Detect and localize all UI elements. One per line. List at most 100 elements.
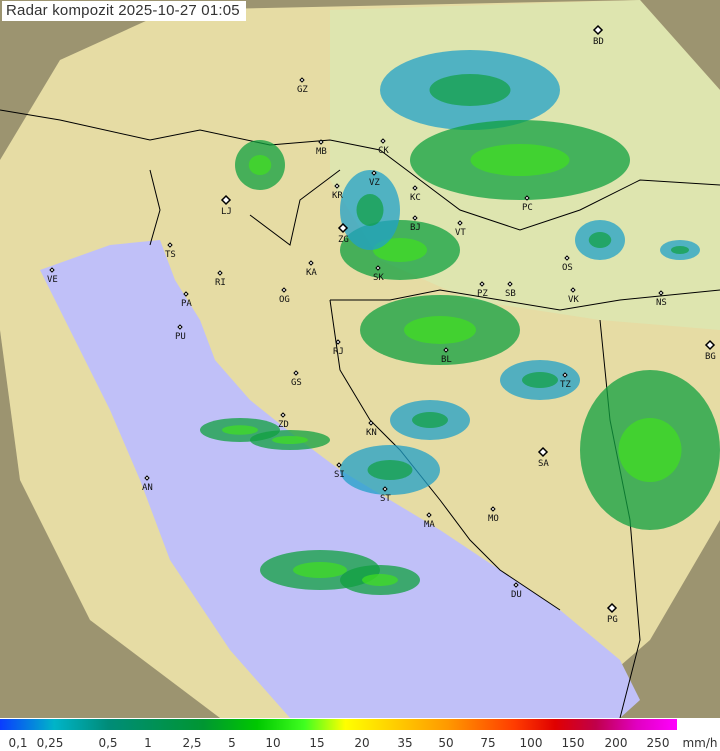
city-sb: SB <box>505 281 516 299</box>
city-marker-icon <box>382 486 388 492</box>
rain-core <box>367 460 413 480</box>
city-marker-icon <box>606 602 618 614</box>
city-marker-icon <box>562 372 568 378</box>
city-label: MB <box>316 147 327 157</box>
city-label: BG <box>705 352 716 362</box>
city-marker-icon <box>457 220 463 226</box>
city-label: MA <box>424 520 435 530</box>
city-marker-icon <box>308 260 314 266</box>
city-an: AN <box>142 475 153 493</box>
city-marker-icon <box>167 242 173 248</box>
city-label: KA <box>306 268 317 278</box>
city-rj: RJ <box>333 339 344 357</box>
city-marker-icon <box>144 475 150 481</box>
city-kc: KC <box>410 185 421 203</box>
legend-label: 1 <box>144 736 152 750</box>
city-label: OS <box>562 263 573 273</box>
rain-core <box>248 155 272 175</box>
city-marker-icon <box>375 265 381 271</box>
city-label: TS <box>165 250 176 260</box>
city-marker-icon <box>217 270 223 276</box>
city-mb: MB <box>316 139 327 157</box>
city-marker-icon <box>412 185 418 191</box>
rain-core <box>293 562 347 578</box>
city-marker-icon <box>177 324 183 330</box>
city-marker-icon <box>658 290 664 296</box>
city-lj: LJ <box>220 194 232 217</box>
city-marker-icon <box>507 281 513 287</box>
legend-label: 100 <box>519 736 543 750</box>
city-marker-icon <box>380 138 386 144</box>
country-borders <box>0 109 720 718</box>
city-mo: MO <box>488 506 499 524</box>
legend-label: 75 <box>480 736 496 750</box>
city-label: VE <box>47 275 58 285</box>
city-si: SI <box>334 462 345 480</box>
city-marker-icon <box>337 222 349 234</box>
city-marker-icon <box>334 183 340 189</box>
city-st: ST <box>380 486 391 504</box>
city-label: OG <box>279 295 290 305</box>
city-label: LJ <box>221 207 232 217</box>
city-label: KC <box>410 193 421 203</box>
city-marker-icon <box>537 446 549 458</box>
city-gs: GS <box>291 370 302 388</box>
city-label: NS <box>656 298 667 308</box>
legend-label: 250 <box>646 736 670 750</box>
city-marker-icon <box>293 370 299 376</box>
city-label: GZ <box>297 85 308 95</box>
city-bg: BG <box>704 339 716 362</box>
city-marker-icon <box>412 215 418 221</box>
rain-core <box>588 232 612 248</box>
legend-labels: 0,1 0,25 0,5 1 2,5 5 10 15 20 35 50 75 100 150 200 250 m… <box>0 736 720 751</box>
city-marker-icon <box>280 412 286 418</box>
city-pz: PZ <box>477 281 488 299</box>
city-marker-icon <box>368 420 374 426</box>
city-ns: NS <box>656 290 667 308</box>
city-bj: BJ <box>410 215 421 233</box>
radar-map[interactable]: GZ BD MB CK LJ KR VZ KC PC TS ZG BJ VT VE RI KA SK OS PA OG… <box>0 0 720 718</box>
city-marker-icon <box>336 462 342 468</box>
city-marker-icon <box>479 281 485 287</box>
city-marker-icon <box>299 77 305 83</box>
city-label: BJ <box>410 223 421 233</box>
city-sa: SA <box>537 446 549 469</box>
city-os: OS <box>562 255 573 273</box>
legend-label: 35 <box>397 736 413 750</box>
city-marker-icon <box>564 255 570 261</box>
city-marker-icon <box>513 582 519 588</box>
city-label: BL <box>441 355 452 365</box>
city-kr: KR <box>332 183 343 201</box>
city-label: AN <box>142 483 153 493</box>
city-marker-icon <box>49 267 55 273</box>
rain-core <box>356 194 384 226</box>
legend-unit: mm/h <box>682 736 718 750</box>
city-marker-icon <box>335 339 341 345</box>
legend-label: 0,1 <box>8 736 28 750</box>
legend-label: 200 <box>604 736 628 750</box>
rain-core <box>412 412 448 428</box>
legend-label: 15 <box>309 736 325 750</box>
city-marker-icon <box>524 195 530 201</box>
legend-label: 0,25 <box>36 736 64 750</box>
legend-label: 2,5 <box>182 736 202 750</box>
city-markers: GZ BD MB CK LJ KR VZ KC PC TS ZG BJ VT VE RI KA SK OS PA OG… <box>47 24 716 625</box>
rain-core <box>373 238 427 262</box>
city-og: OG <box>279 287 290 305</box>
rain-core <box>362 574 398 586</box>
city-marker-icon <box>490 506 496 512</box>
rain-core <box>618 418 682 482</box>
city-marker-icon <box>371 170 377 176</box>
city-label: RI <box>215 278 226 288</box>
city-gz: GZ <box>297 77 308 95</box>
city-ka: KA <box>306 260 317 278</box>
city-label: GS <box>291 378 302 388</box>
city-pa: PA <box>181 291 192 309</box>
city-bl: BL <box>441 347 452 365</box>
city-marker-icon <box>443 347 449 353</box>
city-label: PA <box>181 299 192 309</box>
map-title: Radar kompozit 2025-10-27 01:05 <box>2 1 246 21</box>
rain-core <box>404 316 476 344</box>
city-label: BD <box>593 37 604 47</box>
rain-core <box>222 425 258 435</box>
